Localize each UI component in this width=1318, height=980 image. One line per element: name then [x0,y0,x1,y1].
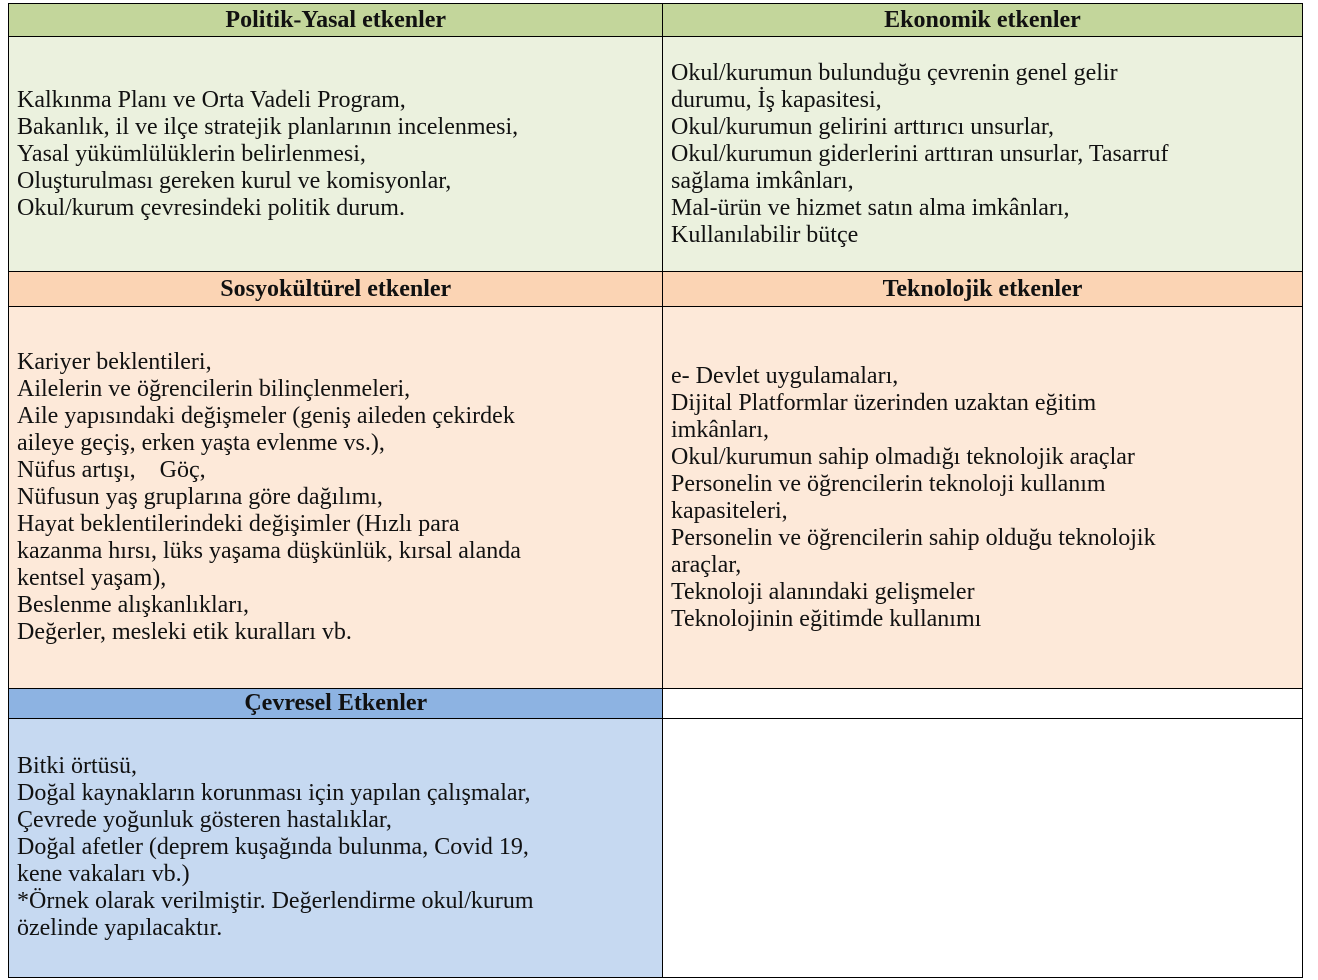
section-header: Çevresel Etkenler [8,688,664,720]
section-body: Bitki örtüsü, Doğal kaynakların korunması… [8,718,664,978]
section-header: Sosyokültürel etkenler [8,271,664,308]
text-line: Doğal afetler (deprem kuşağında bulunma,… [17,834,529,861]
text-line: Bitki örtüsü, [17,753,138,780]
text-line: *Örnek olarak verilmiştir. Değerlendirme… [17,888,534,915]
text-line: Kalkınma Planı ve Orta Vadeli Program, [17,86,406,113]
text-line: Oluşturulması gereken kurul ve komisyonl… [17,167,452,194]
text-line: Nüfusun yaş gruplarına göre dağılımı, [17,484,383,511]
text-line: Hayat beklentilerindeki değişimler (Hızl… [17,511,460,538]
text-line: Teknolojinin eğitimde kullanımı [671,605,982,632]
text-line: Ailelerin ve öğrencilerin bilinçlenmeler… [17,376,411,403]
text-line: Okul/kurumun gelirini arttırıcı unsurlar… [671,113,1054,140]
text-line: Okul/kurum çevresindeki politik durum. [17,194,405,221]
text-line: Personelin ve öğrencilerin teknoloji kul… [671,470,1106,497]
text-line: e- Devlet uygulamaları, [671,362,899,389]
text-line: Personelin ve öğrencilerin sahip olduğu … [671,524,1156,551]
section-body: Kariyer beklentileri, Ailelerin ve öğrenc… [8,306,664,690]
text-line: Nüfus artışı, Göç, [17,457,206,484]
text-line: sağlama imkânları, [671,167,854,194]
text-line: Yasal yükümlülüklerin belirlenmesi, [17,140,366,167]
text-line: kene vakaları vb.) [17,861,190,888]
text-line: Dijital Platformlar üzerinden uzaktan eğ… [671,389,1097,416]
text-line: Beslenme alışkanlıkları, [17,592,249,619]
text-line: Kariyer beklentileri, [17,349,212,376]
text-line: Mal-ürün ve hizmet satın alma imkânları, [671,194,1070,221]
text-line: durumu, İş kapasitesi, [671,86,882,113]
text-line: araçlar, [671,551,742,578]
text-line: imkânları, [671,416,769,443]
text-line: aileye geçiş, erken yaşta evlenme vs.), [17,430,385,457]
text-line: Çevrede yoğunluk gösteren hastalıklar, [17,807,392,834]
section-header [662,688,1303,720]
section-header: Ekonomik etkenler [662,3,1303,38]
text-line: kentsel yaşam), [17,565,167,592]
section-body: e- Devlet uygulamaları, Dijital Platforml… [662,306,1303,690]
text-line: Doğal kaynakların korunması için yapılan… [17,780,531,807]
text-line: Teknoloji alanındaki gelişmeler [671,578,975,605]
section-header: Teknolojik etkenler [662,271,1303,308]
text-line: kapasiteleri, [671,497,788,524]
text-line: Bakanlık, il ve ilçe stratejik planların… [17,113,519,140]
section-body: Kalkınma Planı ve Orta Vadeli Program, Ba… [8,36,664,273]
text-line: Okul/kurumun bulunduğu çevrenin genel ge… [671,59,1118,86]
section-header: Politik-Yasal etkenler [8,3,664,38]
text-line: Değerler, mesleki etik kuralları vb. [17,619,352,646]
text-line: kazanma hırsı, lüks yaşama düşkünlük, kı… [17,538,521,565]
section-body [662,718,1303,978]
text-line: Aile yapısındaki değişmeler (geniş ailed… [17,403,515,430]
text-line: Kullanılabilir bütçe [671,221,859,248]
text-line: Okul/kurumun giderlerini arttıran unsurl… [671,140,1169,167]
text-line: Okul/kurumun sahip olmadığı teknolojik a… [671,443,1135,470]
text-line: özelinde yapılacaktır. [17,915,223,942]
section-body: Okul/kurumun bulunduğu çevrenin genel ge… [662,36,1303,273]
